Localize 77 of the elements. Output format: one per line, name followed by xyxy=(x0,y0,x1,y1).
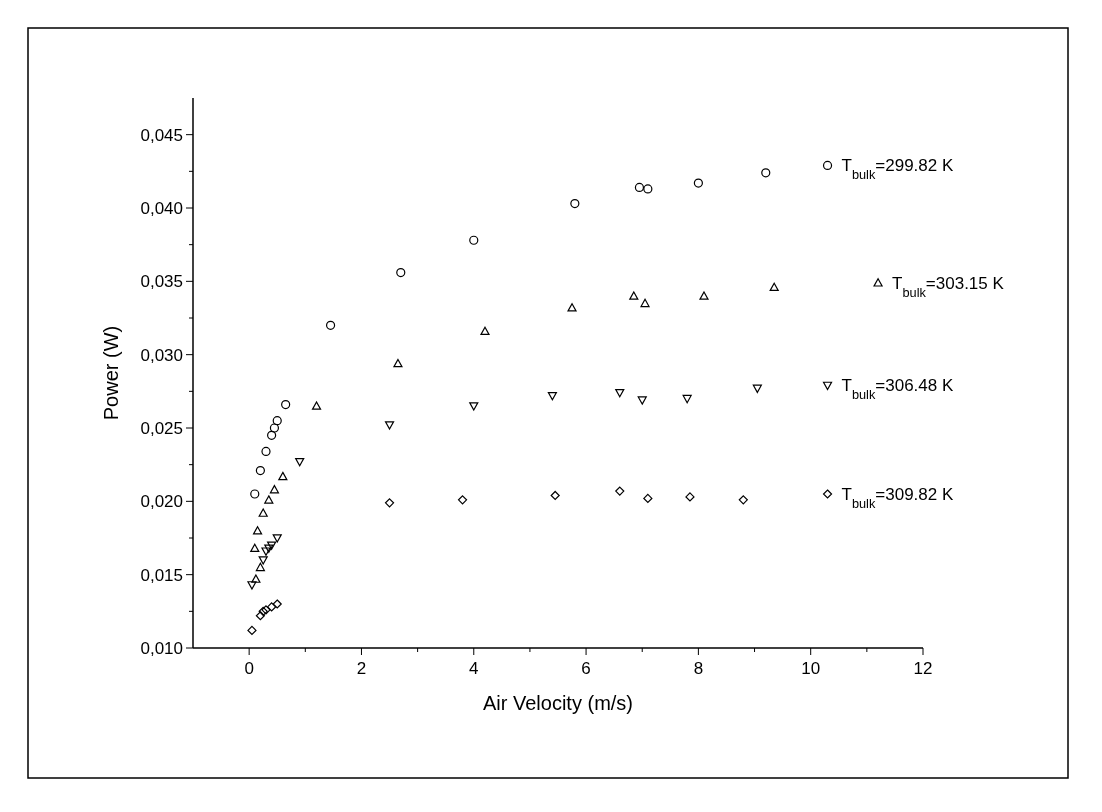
point xyxy=(255,562,265,572)
x-tick-label: 8 xyxy=(693,659,704,678)
point xyxy=(251,574,261,583)
point xyxy=(384,421,395,430)
y-tick-label: 0,035 xyxy=(140,272,183,292)
x-tick-label: 0 xyxy=(244,659,254,678)
point xyxy=(295,457,305,467)
point xyxy=(637,396,647,405)
point xyxy=(682,394,692,404)
y-tick-label: 0,010 xyxy=(140,639,183,658)
point xyxy=(264,544,274,553)
point xyxy=(685,492,695,502)
point xyxy=(480,326,490,335)
point xyxy=(258,508,268,517)
point xyxy=(738,495,748,505)
point xyxy=(255,465,265,476)
point xyxy=(547,391,557,401)
y-tick-label: 0,020 xyxy=(140,492,183,512)
y-axis-title: Power (W) xyxy=(100,325,122,421)
point xyxy=(252,526,263,535)
point xyxy=(634,182,645,193)
point xyxy=(261,446,271,457)
point xyxy=(615,389,625,398)
point xyxy=(643,184,653,194)
point xyxy=(258,556,268,565)
y-tick-label: 0,040 xyxy=(140,199,183,218)
point xyxy=(550,490,560,501)
point xyxy=(267,430,277,440)
point xyxy=(615,486,625,496)
x-tick-label: 10 xyxy=(801,659,821,678)
point xyxy=(769,282,779,291)
x-tick-label: 6 xyxy=(581,659,591,678)
x-axis-title: Air Velocity (m/s) xyxy=(482,692,634,714)
point xyxy=(269,423,280,433)
legend-label: T$_{bulk}$=303.15 K xyxy=(892,273,1005,300)
point xyxy=(250,543,260,553)
point xyxy=(752,384,762,393)
point xyxy=(640,298,650,308)
y-tick-label: 0,025 xyxy=(140,419,183,438)
point xyxy=(457,495,468,505)
y-tick-label: 0,015 xyxy=(140,565,183,585)
point xyxy=(384,498,395,508)
point xyxy=(693,178,703,188)
point xyxy=(255,611,265,621)
point xyxy=(311,401,322,410)
x-tick-label: 4 xyxy=(469,659,479,678)
point xyxy=(567,303,577,312)
point xyxy=(469,402,479,411)
point xyxy=(393,358,403,368)
point xyxy=(396,267,406,278)
point xyxy=(272,534,282,543)
y-tick-label: 0,045 xyxy=(140,125,183,145)
point xyxy=(629,291,639,300)
point xyxy=(264,495,274,504)
legend-label: T$_{bulk}$=309.82 K xyxy=(841,485,954,511)
point xyxy=(643,493,653,503)
legend-label: T$_{bulk}$=299.82 K xyxy=(841,156,954,182)
x-tick-label: 12 xyxy=(913,659,933,678)
legend-label: T$_{bulk}$=306.48 K xyxy=(841,376,954,402)
point xyxy=(281,399,291,410)
point xyxy=(267,541,277,550)
x-tick-label: 2 xyxy=(356,659,367,678)
point xyxy=(761,168,771,178)
point xyxy=(269,485,280,494)
point xyxy=(247,625,257,635)
point xyxy=(272,416,282,426)
point xyxy=(261,547,271,556)
point xyxy=(699,291,709,300)
y-tick-label: 0,030 xyxy=(140,345,183,365)
point xyxy=(247,581,257,590)
point xyxy=(267,602,277,612)
point xyxy=(325,320,336,330)
point xyxy=(469,235,479,245)
point xyxy=(570,199,580,209)
point xyxy=(250,489,260,499)
point xyxy=(278,471,288,481)
point xyxy=(272,599,282,609)
